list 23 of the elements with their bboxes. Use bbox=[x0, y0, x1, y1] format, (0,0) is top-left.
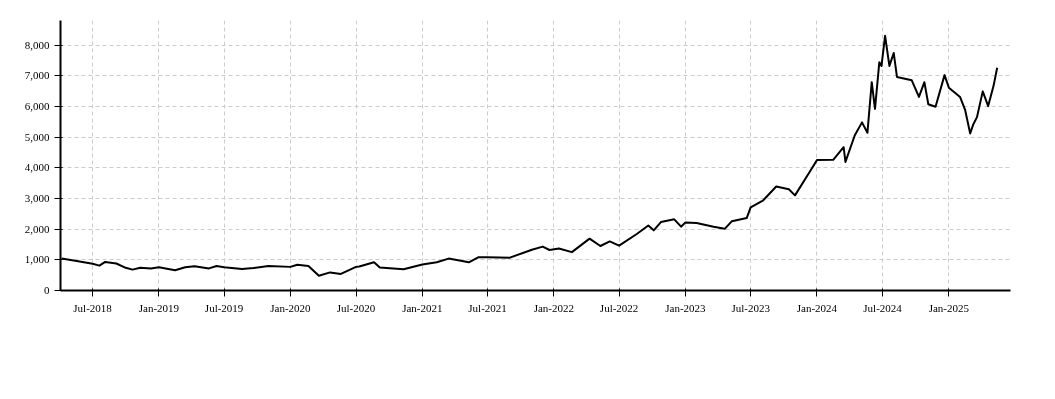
y-tick-label: 2,000 bbox=[24, 222, 50, 235]
x-tick-label: Jul-2023 bbox=[731, 301, 771, 314]
y-tick-label: 8,000 bbox=[24, 38, 50, 51]
x-tick-label: Jan-2023 bbox=[665, 301, 707, 314]
y-tick-label: 4,000 bbox=[24, 161, 50, 174]
x-tick-label: Jul-2024 bbox=[863, 301, 903, 314]
x-tick-label: Jan-2021 bbox=[402, 301, 443, 314]
x-tick-label: Jan-2025 bbox=[928, 301, 970, 314]
x-tick-label: Jul-2020 bbox=[336, 301, 376, 314]
y-tick-label: 5,000 bbox=[24, 130, 50, 143]
x-tick-label: Jan-2022 bbox=[533, 301, 575, 314]
y-tick-label: 6,000 bbox=[24, 99, 50, 112]
y-tick-label: 1,000 bbox=[24, 253, 50, 266]
x-tick-label: Jul-2021 bbox=[468, 301, 507, 314]
x-tick-label: Jul-2019 bbox=[204, 301, 244, 314]
x-tick-label: Jul-2022 bbox=[599, 301, 639, 314]
y-tick-label: 0 bbox=[44, 284, 50, 296]
x-tick-label: Jan-2020 bbox=[270, 301, 312, 314]
x-tick-label: Jan-2019 bbox=[138, 301, 180, 314]
x-tick-label: Jan-2024 bbox=[796, 301, 838, 314]
y-tick-label: 3,000 bbox=[24, 191, 50, 204]
y-tick-label: 7,000 bbox=[24, 69, 50, 82]
x-tick-label: Jul-2018 bbox=[73, 301, 113, 314]
